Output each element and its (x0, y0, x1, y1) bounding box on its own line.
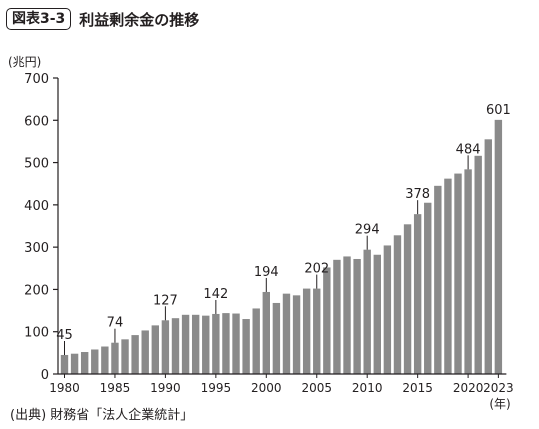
x-tick-label: 1980 (49, 381, 80, 395)
x-tick-label: 2000 (251, 381, 282, 395)
x-tick-label: 2015 (402, 381, 433, 395)
x-tick-label: 1995 (201, 381, 232, 395)
bar (262, 291, 270, 374)
y-tick-label: 0 (41, 368, 49, 383)
bar (272, 302, 281, 374)
bar (121, 339, 129, 374)
bar (141, 330, 149, 374)
data-label: 294 (355, 223, 380, 238)
bar (222, 313, 230, 374)
figure-label: 図表3-3 (6, 8, 72, 30)
x-tick-label: 2023 (483, 381, 514, 395)
y-tick-label: 600 (24, 114, 49, 129)
data-label: 194 (254, 265, 279, 280)
y-tick-label: 100 (24, 326, 49, 341)
y-tick-label: 700 (24, 72, 49, 87)
bars (60, 119, 503, 374)
bar (80, 352, 89, 374)
x-axis: 1980 1985 1990 1995 2000 2005 2010 2015 2020 2023 (49, 373, 514, 395)
bar (131, 335, 139, 374)
data-labels: 45 74 127 142 194 202 294 378 484 601 (56, 103, 511, 343)
bar (434, 185, 442, 374)
y-unit-label: (兆円) (8, 55, 41, 69)
bar (353, 258, 361, 374)
data-label: 202 (304, 262, 329, 277)
bar (393, 235, 402, 374)
source-note: (出典) 財務省「法人企業統計」 (10, 408, 194, 423)
bar (232, 313, 240, 374)
data-label: 378 (405, 187, 430, 202)
x-tick-label: 2005 (301, 381, 332, 395)
bar (242, 319, 250, 374)
bar (252, 308, 260, 374)
x-tick-label: 2020 (453, 381, 484, 395)
bar (424, 202, 432, 374)
bar (494, 119, 503, 374)
y-tick-label: 400 (24, 199, 49, 214)
bar (333, 259, 341, 374)
bar (403, 224, 412, 374)
bar (151, 325, 160, 374)
bar (202, 315, 210, 374)
x-unit-label: (年) (489, 397, 510, 411)
y-axis: 0 100 200 300 400 500 600 700 (24, 72, 59, 383)
bar (343, 256, 351, 374)
bar (413, 214, 422, 374)
x-tick-label: 1990 (150, 381, 181, 395)
bar (464, 169, 472, 374)
bar (363, 249, 371, 374)
data-label-leaders (64, 155, 469, 355)
bar (101, 346, 109, 374)
bar (323, 267, 331, 374)
bar (383, 245, 392, 374)
bar (292, 295, 301, 374)
x-tick-label: 1985 (100, 381, 131, 395)
bar (373, 254, 381, 374)
bar (161, 320, 170, 374)
figure-header: 図表3-3 利益剰余金の推移 (6, 6, 199, 32)
data-label: 601 (486, 103, 511, 118)
bar (91, 349, 99, 374)
data-label: 142 (203, 287, 228, 302)
bar (181, 314, 190, 374)
bar (111, 342, 119, 374)
data-label: 127 (153, 293, 178, 308)
data-label: 45 (56, 328, 73, 343)
bar (302, 288, 311, 374)
bar (282, 293, 291, 374)
bar (171, 318, 180, 374)
bar (60, 354, 69, 374)
bar (212, 313, 220, 374)
bar (444, 178, 452, 374)
data-label: 484 (456, 142, 481, 157)
bar (70, 353, 79, 374)
y-tick-label: 300 (24, 241, 49, 256)
bar (313, 288, 321, 374)
y-tick-label: 500 (24, 157, 49, 172)
x-tick-label: 2010 (352, 381, 383, 395)
y-tick-label: 200 (24, 283, 49, 298)
chart-title: 利益剰余金の推移 (79, 10, 200, 29)
bar (191, 314, 200, 374)
data-label: 74 (107, 316, 124, 331)
bar (474, 155, 482, 374)
bar (484, 139, 492, 374)
bar (454, 173, 462, 374)
